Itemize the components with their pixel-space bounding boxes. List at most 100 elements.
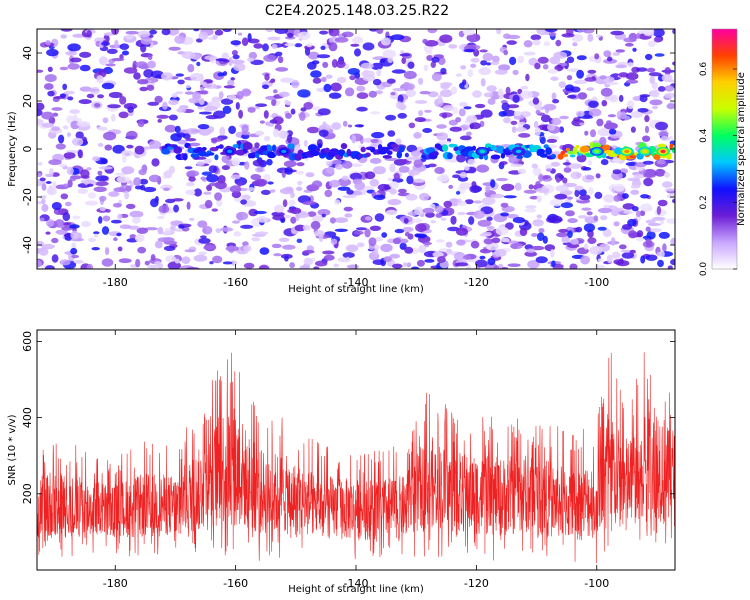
heatmap-cell — [256, 216, 269, 223]
heatmap-cell — [459, 101, 468, 107]
ridge-cell — [464, 146, 475, 152]
heatmap-cell — [206, 184, 213, 191]
heatmap-cell — [549, 215, 563, 224]
heatmap-cell — [349, 172, 363, 181]
heatmap-cell — [487, 98, 496, 105]
heatmap-cell — [273, 253, 282, 257]
heatmap-cell — [514, 182, 522, 191]
heatmap-cell — [649, 75, 655, 84]
heatmap-cell — [184, 249, 196, 253]
heatmap-cell — [536, 214, 542, 219]
heatmap-cell — [439, 261, 449, 269]
heatmap-cell — [235, 102, 240, 110]
heatmap-cell — [618, 94, 624, 103]
heatmap-cell — [440, 82, 453, 87]
heatmap-cell — [254, 178, 268, 186]
heatmap-cell — [177, 79, 185, 85]
heatmap-cell — [629, 249, 636, 254]
heatmap-cell — [511, 126, 517, 133]
heatmap-cell — [510, 163, 523, 167]
heatmap-cell — [80, 169, 90, 179]
ridge-cell — [545, 147, 552, 155]
ridge-cell — [572, 147, 578, 155]
heatmap-cell — [255, 231, 269, 235]
heatmap-cell — [662, 243, 667, 253]
heatmap-cell — [284, 43, 296, 47]
heatmap-cell — [463, 29, 476, 36]
heatmap-cell — [310, 220, 321, 230]
heatmap-cell — [283, 160, 297, 168]
heatmap-cell — [644, 115, 650, 123]
heatmap-cell — [46, 48, 59, 57]
heatmap-cell — [462, 255, 472, 260]
heatmap-cell — [508, 56, 517, 66]
ridge-cell — [173, 146, 183, 154]
heatmap-cell — [559, 126, 564, 133]
heatmap-cell — [96, 75, 104, 84]
heatmap-cell — [228, 57, 234, 66]
heatmap-cell — [209, 261, 214, 265]
heatmap-cell — [75, 131, 84, 139]
heatmap-cell — [490, 179, 496, 188]
heatmap-cell — [479, 248, 492, 254]
heatmap-cell — [108, 91, 123, 99]
heatmap-cell — [101, 258, 114, 267]
heatmap-cell — [200, 176, 207, 181]
heatmap-cell — [590, 129, 596, 138]
ridge-peak — [660, 149, 666, 154]
heatmap-cell — [490, 61, 500, 66]
heatmap-cell — [116, 232, 122, 237]
x-tick-label: -140 — [344, 276, 369, 289]
heatmap-cell — [657, 259, 664, 268]
heatmap-cell — [118, 111, 129, 119]
heatmap-cell — [41, 122, 54, 128]
heatmap-cell — [123, 67, 138, 74]
heatmap-cell — [264, 73, 270, 81]
heatmap-cell — [485, 242, 499, 251]
heatmap-cell — [644, 125, 650, 134]
heatmap-cell — [536, 187, 550, 193]
heatmap-cell — [344, 213, 353, 218]
heatmap-cell — [412, 178, 426, 183]
heatmap-cell — [324, 189, 333, 198]
heatmap-cell — [398, 188, 407, 194]
heatmap-cell — [73, 259, 84, 264]
heatmap-cell — [419, 91, 431, 95]
heatmap-cell — [188, 142, 201, 147]
heatmap-cell — [174, 258, 180, 264]
heatmap-cell — [558, 228, 569, 233]
heatmap-cell — [149, 29, 157, 35]
heatmap-cell — [597, 258, 604, 262]
heatmap-cell — [204, 199, 213, 209]
heatmap-cell — [603, 194, 616, 203]
heatmap-cell — [198, 31, 209, 40]
heatmap-cell — [198, 127, 212, 136]
heatmap-cell — [147, 101, 160, 106]
heatmap-cell — [222, 29, 232, 33]
heatmap-cell — [576, 29, 585, 32]
heatmap-cell — [376, 29, 384, 34]
heatmap-cell — [79, 64, 91, 72]
heatmap-cell — [416, 259, 425, 267]
heatmap-cell — [342, 252, 355, 259]
ridge-cell — [208, 152, 215, 156]
heatmap-cell — [315, 260, 328, 267]
heatmap-cell — [302, 224, 311, 231]
heatmap-cell — [382, 49, 396, 59]
heatmap-cell — [254, 142, 260, 148]
heatmap-cell — [69, 109, 80, 114]
heatmap-cell — [157, 237, 172, 243]
heatmap-cell — [612, 52, 620, 56]
heatmap-cell — [494, 248, 507, 257]
heatmap-cell — [79, 51, 92, 58]
heatmap-cell — [368, 237, 377, 247]
heatmap-cell — [538, 228, 545, 233]
heatmap-cell — [467, 69, 473, 78]
heatmap-cell — [520, 85, 529, 90]
heatmap-cell — [86, 93, 95, 99]
heatmap-cell — [380, 58, 386, 63]
heatmap-cell — [97, 94, 104, 99]
heatmap-cell — [174, 35, 186, 44]
heatmap-cell — [140, 36, 152, 45]
heatmap-cell — [350, 43, 360, 47]
